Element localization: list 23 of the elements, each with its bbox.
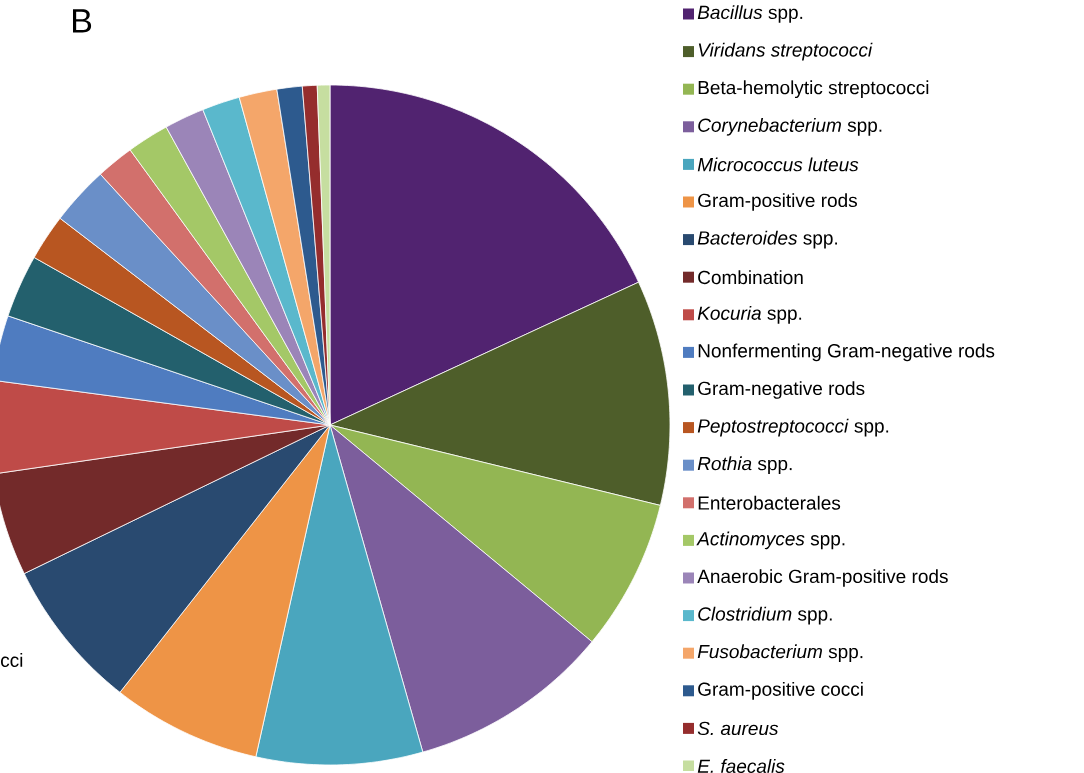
legend-label: Kocuria spp. bbox=[697, 305, 802, 324]
legend-label: Nonfermenting Gram-negative rods bbox=[698, 343, 995, 362]
legend-label: S. aureus bbox=[697, 721, 779, 736]
legend-label: Micrococcus luteus bbox=[697, 157, 859, 172]
legend-label: Gram-positive rods bbox=[698, 193, 857, 211]
legend-label: Peptostreptococci spp. bbox=[697, 418, 889, 437]
legend-label: Anaerobic Gram-positive rods bbox=[697, 569, 948, 587]
legend-label: Beta-hemolytic streptococci bbox=[698, 80, 929, 99]
legend-label: Gram-positive cocci bbox=[698, 681, 863, 700]
legend-label: Rothia spp. bbox=[697, 456, 792, 475]
legend-label: Corynebacterium spp. bbox=[698, 117, 882, 136]
legend-label: Bacillus spp. bbox=[697, 5, 803, 23]
text: cci bbox=[1, 653, 23, 667]
legend-label: Fusobacterium spp. bbox=[697, 644, 863, 663]
legend-label: Clostridium spp. bbox=[698, 606, 832, 625]
legend-label: Actinomyces spp. bbox=[696, 531, 845, 550]
legend-label: Combination bbox=[698, 270, 803, 285]
legend-label: Bacteroides spp. bbox=[697, 230, 837, 249]
legend-label: E. faecalis bbox=[697, 759, 785, 773]
legend-label: Enterobacterales bbox=[698, 495, 841, 510]
chart-title: B bbox=[73, 9, 92, 33]
legend-label: Gram-negative rods bbox=[698, 381, 865, 399]
legend-label: Viridans streptococci bbox=[698, 42, 873, 61]
